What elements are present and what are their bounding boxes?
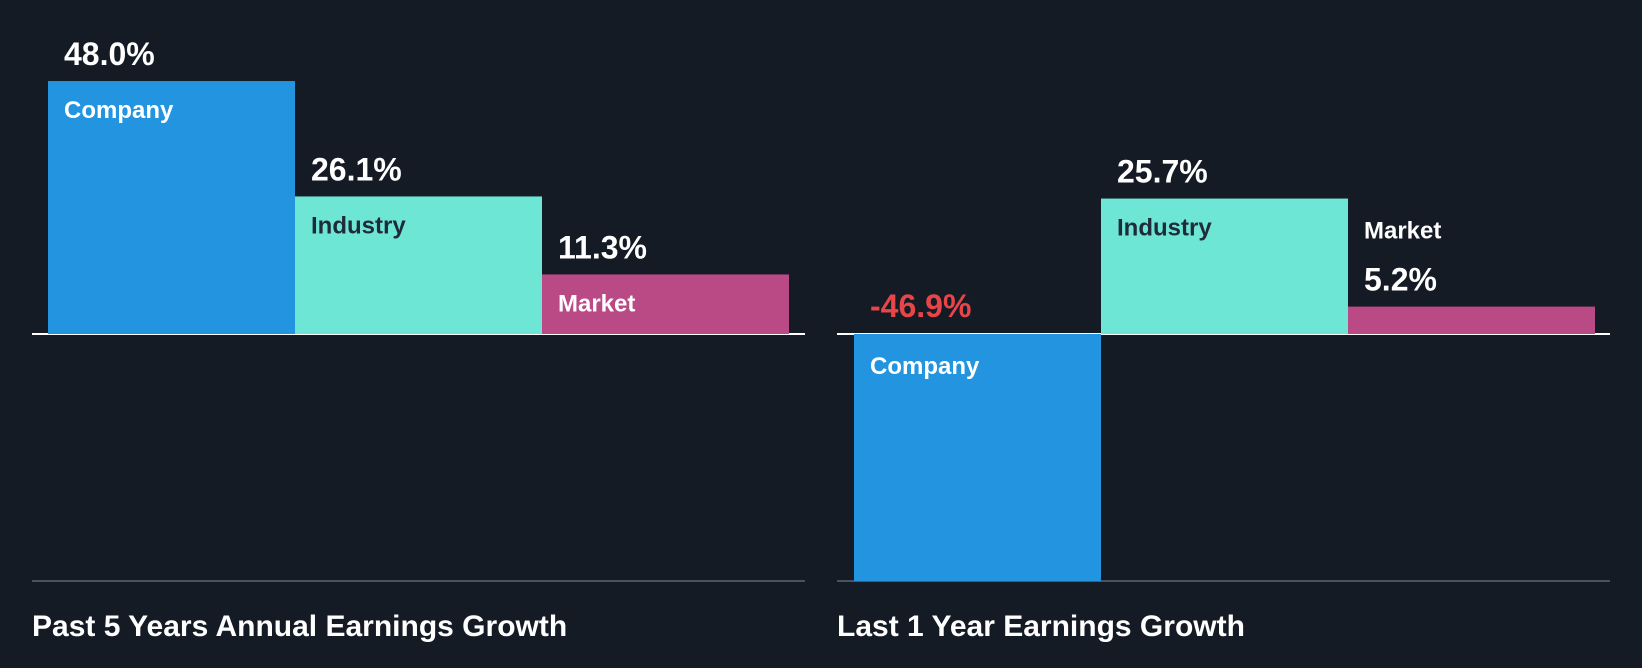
value-label-market: 11.3% [558, 229, 647, 265]
category-label-market: Market [558, 290, 635, 317]
bar-market [1348, 306, 1595, 334]
chart-title: Past 5 Years Annual Earnings Growth [32, 610, 567, 643]
bar-company [854, 334, 1101, 582]
value-label-industry: 26.1% [311, 151, 402, 187]
past-5-years-panel: 48.0% Company 26.1% Industry 11.3% Market Pas… [32, 36, 805, 643]
category-label-company: Company [64, 97, 174, 124]
category-label-market: Market [1364, 218, 1441, 245]
value-label-company: 48.0% [64, 36, 155, 72]
bar-industry [1101, 198, 1348, 334]
bar-group: 48.0% Company 26.1% Industry 11.3% Market [48, 36, 789, 334]
bar-group: -46.9% Company 25.7% Industry 5.2% Market [854, 154, 1595, 582]
bar-market [542, 274, 789, 334]
category-label-industry: Industry [1117, 215, 1212, 242]
category-label-industry: Industry [311, 212, 406, 239]
category-label-company: Company [870, 353, 980, 380]
bar-industry [295, 196, 542, 334]
value-label-market: 5.2% [1364, 262, 1437, 298]
chart-title: Last 1 Year Earnings Growth [837, 610, 1245, 643]
value-label-industry: 25.7% [1117, 154, 1208, 190]
value-label-company: -46.9% [870, 288, 971, 324]
bar-company [48, 81, 295, 334]
last-1-year-panel: -46.9% Company 25.7% Industry 5.2% Market Las… [837, 154, 1610, 643]
